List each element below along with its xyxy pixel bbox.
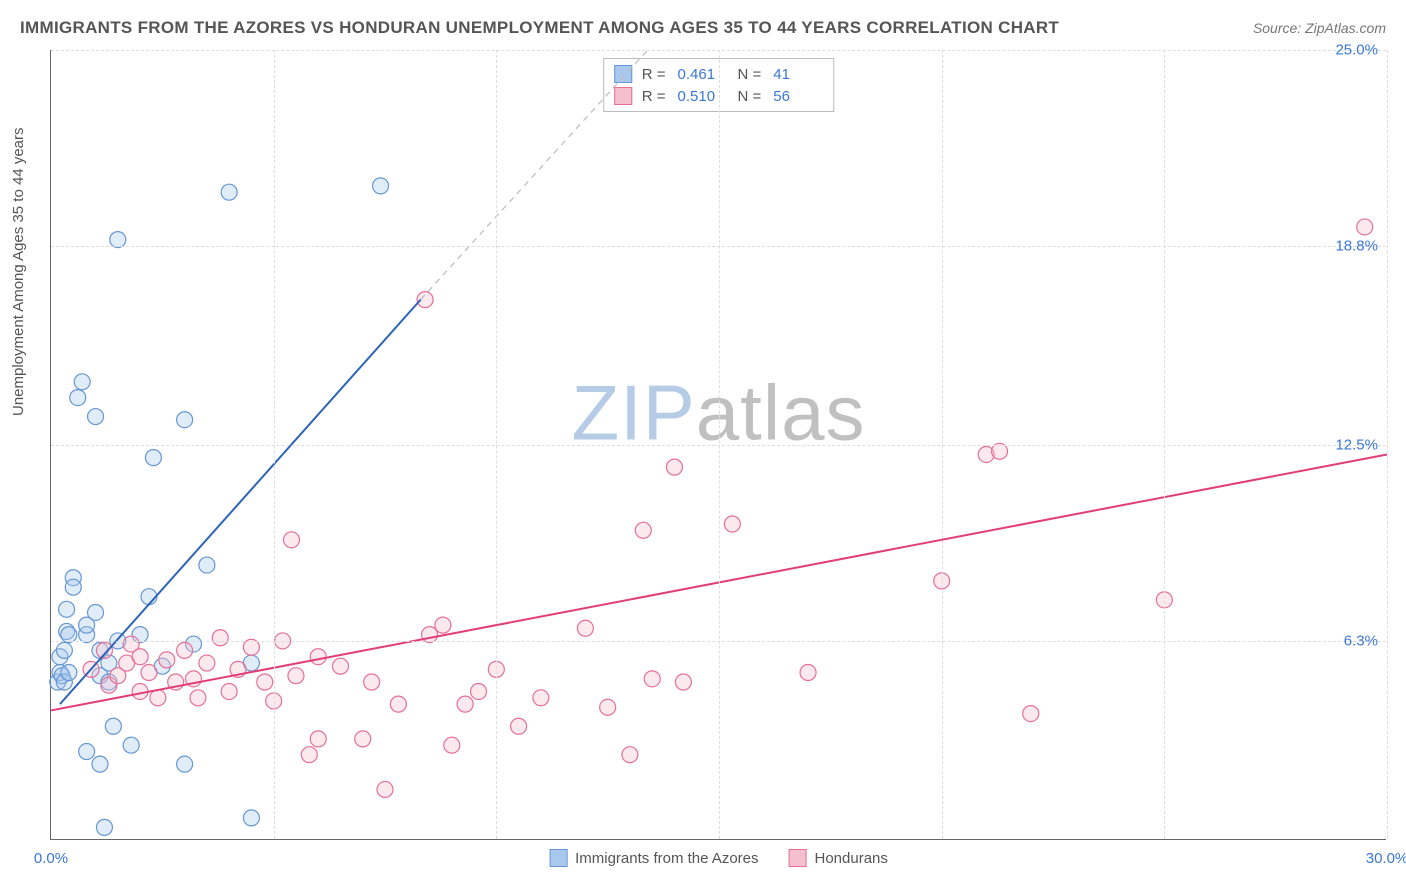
data-point xyxy=(373,178,389,194)
gridline-v xyxy=(942,50,943,839)
data-point xyxy=(190,690,206,706)
y-axis-label: Unemployment Among Ages 35 to 44 years xyxy=(10,127,27,416)
data-point xyxy=(177,412,193,428)
data-point xyxy=(364,674,380,690)
data-point xyxy=(288,668,304,684)
data-point xyxy=(92,756,108,772)
data-point xyxy=(199,655,215,671)
data-point xyxy=(257,674,273,690)
data-point xyxy=(511,718,527,734)
y-tick-label: 12.5% xyxy=(1335,437,1378,454)
data-point xyxy=(141,665,157,681)
data-point xyxy=(145,450,161,466)
gridline-v xyxy=(719,50,720,839)
plot-area: ZIPatlas R = 0.461 N = 41 R = 0.510 N = … xyxy=(50,50,1386,840)
data-point xyxy=(1023,706,1039,722)
data-point xyxy=(471,683,487,699)
data-point xyxy=(600,699,616,715)
data-point xyxy=(533,690,549,706)
data-point xyxy=(390,696,406,712)
data-point xyxy=(724,516,740,532)
legend-item-azores: Immigrants from the Azores xyxy=(549,849,758,867)
data-point xyxy=(301,747,317,763)
data-point xyxy=(88,409,104,425)
y-tick-label: 18.8% xyxy=(1335,237,1378,254)
data-point xyxy=(132,649,148,665)
legend-label-hondurans: Hondurans xyxy=(815,850,888,867)
data-point xyxy=(644,671,660,687)
y-tick-label: 6.3% xyxy=(1344,632,1378,649)
data-point xyxy=(310,649,326,665)
data-point xyxy=(435,617,451,633)
data-point xyxy=(212,630,228,646)
data-point xyxy=(65,579,81,595)
data-point xyxy=(221,184,237,200)
data-point xyxy=(622,747,638,763)
gridline-v xyxy=(1164,50,1165,839)
data-point xyxy=(88,604,104,620)
data-point xyxy=(150,690,166,706)
data-point xyxy=(577,620,593,636)
data-point xyxy=(444,737,460,753)
data-point xyxy=(666,459,682,475)
source-label: Source: ZipAtlas.com xyxy=(1253,20,1386,36)
data-point xyxy=(635,522,651,538)
data-point xyxy=(1357,219,1373,235)
gridline-v xyxy=(496,50,497,839)
x-tick-label: 30.0% xyxy=(1366,850,1406,867)
data-point xyxy=(177,642,193,658)
data-point xyxy=(74,374,90,390)
data-point xyxy=(177,756,193,772)
x-tick-label: 0.0% xyxy=(34,850,68,867)
y-tick-label: 25.0% xyxy=(1335,42,1378,59)
swatch-azores-icon xyxy=(549,849,567,867)
data-point xyxy=(56,642,72,658)
data-point xyxy=(377,781,393,797)
legend-item-hondurans: Hondurans xyxy=(789,849,888,867)
gridline-v xyxy=(274,50,275,839)
chart-title: IMMIGRANTS FROM THE AZORES VS HONDURAN U… xyxy=(20,18,1059,38)
data-point xyxy=(675,674,691,690)
trend-line xyxy=(60,300,421,704)
data-point xyxy=(457,696,473,712)
data-point xyxy=(96,819,112,835)
series-legend: Immigrants from the Azores Hondurans xyxy=(549,849,888,867)
swatch-hondurans-icon xyxy=(789,849,807,867)
data-point xyxy=(221,683,237,699)
data-point xyxy=(159,652,175,668)
data-point xyxy=(61,665,77,681)
data-point xyxy=(123,737,139,753)
legend-label-azores: Immigrants from the Azores xyxy=(575,850,758,867)
gridline-v xyxy=(1387,50,1388,839)
data-point xyxy=(355,731,371,747)
data-point xyxy=(70,390,86,406)
trend-line-extension xyxy=(421,50,648,300)
data-point xyxy=(332,658,348,674)
data-point xyxy=(243,810,259,826)
data-point xyxy=(96,642,112,658)
data-point xyxy=(283,532,299,548)
data-point xyxy=(59,601,75,617)
data-point xyxy=(310,731,326,747)
data-point xyxy=(800,665,816,681)
data-point xyxy=(105,718,121,734)
data-point xyxy=(199,557,215,573)
data-point xyxy=(79,744,95,760)
